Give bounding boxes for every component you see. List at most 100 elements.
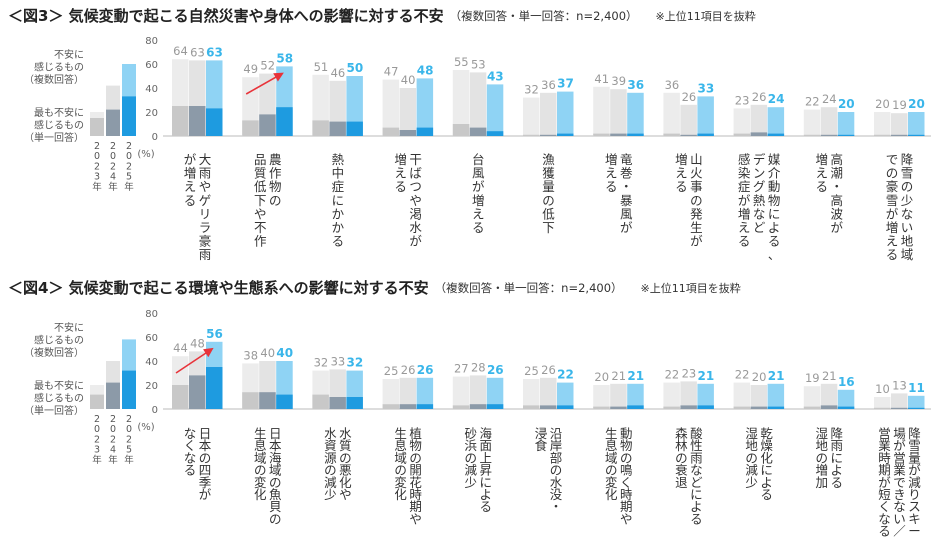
category-label-col-char: 域 xyxy=(254,450,267,465)
bar-single-3 xyxy=(767,133,785,136)
bar-single-2 xyxy=(680,405,697,409)
category-label-col-char: 変 xyxy=(394,475,407,490)
category-label-col-char: 植 xyxy=(409,426,422,441)
y-tick-label: 0 xyxy=(152,405,158,416)
bar-single-2 xyxy=(610,133,627,136)
category-label-col-char: 低 xyxy=(542,206,555,221)
category-label-col-char: 減 xyxy=(745,463,758,478)
category-label-col-char: に xyxy=(831,450,844,465)
bar-single-2 xyxy=(399,130,417,136)
category-label-col-char: え xyxy=(738,220,751,235)
category-label-col-char: 地 xyxy=(901,234,914,249)
category-label-col-char: に xyxy=(332,193,345,208)
legend-top-text: （複数回答） xyxy=(24,346,84,359)
category-label-col-char: が xyxy=(908,463,921,478)
bar-single-1 xyxy=(803,406,821,409)
bar-single-1 xyxy=(312,394,329,409)
data-label: 20 xyxy=(752,370,767,384)
legend-single-bar xyxy=(90,394,104,409)
category-label-col-char: 季 xyxy=(199,475,212,490)
legend-year-label-char: 年 xyxy=(92,454,102,466)
legend-year-label-char: 3 xyxy=(94,445,100,456)
category-label-col-char: 増 xyxy=(816,152,829,167)
bar-multi-3 xyxy=(697,96,714,136)
category-label-col-char: 林 xyxy=(675,438,688,453)
category-label-col-char: 時 xyxy=(409,487,422,502)
bar-multi-3 xyxy=(697,383,714,409)
y-tick-label: 60 xyxy=(145,333,158,344)
category-label-col-char: の xyxy=(690,193,703,208)
category-label-col-char: 花 xyxy=(409,475,422,490)
legend-year-label-char: 4 xyxy=(110,172,116,183)
bar-single-2 xyxy=(820,134,838,136)
bar-single-2 xyxy=(891,134,908,136)
bar-multi-1 xyxy=(523,379,540,409)
legend-year-label-char: 5 xyxy=(126,172,132,183)
category-label-col: 高潮・高波が xyxy=(831,152,844,235)
category-label-col-char: の xyxy=(816,450,829,465)
category-label-col-char: 少 xyxy=(901,193,914,208)
category-label-col-char: ・ xyxy=(550,499,563,514)
category-label-col-char: 沿 xyxy=(550,426,563,441)
category-label-col-char: ラ xyxy=(199,220,212,235)
chart-subtitle: （複数回答・単一回答：n=2,400） xyxy=(450,9,638,23)
bar-single-3 xyxy=(908,407,925,409)
category-label-col-char: グ xyxy=(753,179,766,194)
category-label-col-char: る xyxy=(605,179,618,194)
bar-multi-1 xyxy=(803,386,821,409)
category-label-col-char: 作 xyxy=(269,166,282,181)
category-label-col-char: 水 xyxy=(409,220,422,235)
category-label-col-char: 地 xyxy=(816,438,829,453)
category-label-col-char: 業 xyxy=(878,438,891,453)
bar-multi-3 xyxy=(627,383,644,409)
category-label-col-char: 量 xyxy=(542,179,555,194)
category-label-col-char: 下 xyxy=(542,220,555,235)
category-label-col-char: 量 xyxy=(908,450,921,465)
category-label-col-char: 少 xyxy=(745,475,758,490)
category-label-col-char: な xyxy=(184,426,197,441)
category-label-col-char: キ xyxy=(908,511,921,526)
data-label: 48 xyxy=(190,336,205,350)
bar-multi-1 xyxy=(803,109,821,136)
bar-single-3 xyxy=(697,405,714,409)
category-label-col-char: 熱 xyxy=(332,152,345,167)
bar-multi-3 xyxy=(486,84,504,136)
legend-year-label-char: 2 xyxy=(94,414,100,425)
data-label: 25 xyxy=(524,364,539,378)
category-label-col-char: の xyxy=(324,463,337,478)
legend-year-label-char: 年 xyxy=(124,181,134,193)
data-label: 37 xyxy=(557,77,574,91)
category-label-col-char: 渇 xyxy=(409,206,422,221)
y-tick-label: 40 xyxy=(145,357,158,368)
category-label-col-char: 化 xyxy=(760,450,773,465)
category-label-col-char: な xyxy=(893,499,906,514)
bar-multi-1 xyxy=(523,97,540,136)
category-label-col-char: 乾 xyxy=(760,426,773,441)
data-label: 32 xyxy=(524,83,539,97)
bar-single-1 xyxy=(382,127,400,136)
category-label-col-char: 日 xyxy=(269,426,282,441)
category-label-col-char: 時 xyxy=(620,487,633,502)
category-label-col-char: 湿 xyxy=(816,426,829,441)
bar-single-1 xyxy=(663,406,680,409)
category-label-col-char: 面 xyxy=(480,438,493,453)
category-label-col-char: 業 xyxy=(893,463,906,478)
legend-year-label-char: 3 xyxy=(94,172,100,183)
bar-single-1 xyxy=(523,405,540,409)
legend-year-label-char: 0 xyxy=(94,424,100,435)
bar-multi-3 xyxy=(557,91,574,136)
category-label-col-char: え xyxy=(886,234,899,249)
bar-multi-3 xyxy=(908,395,925,409)
bar-single-1 xyxy=(803,134,821,136)
